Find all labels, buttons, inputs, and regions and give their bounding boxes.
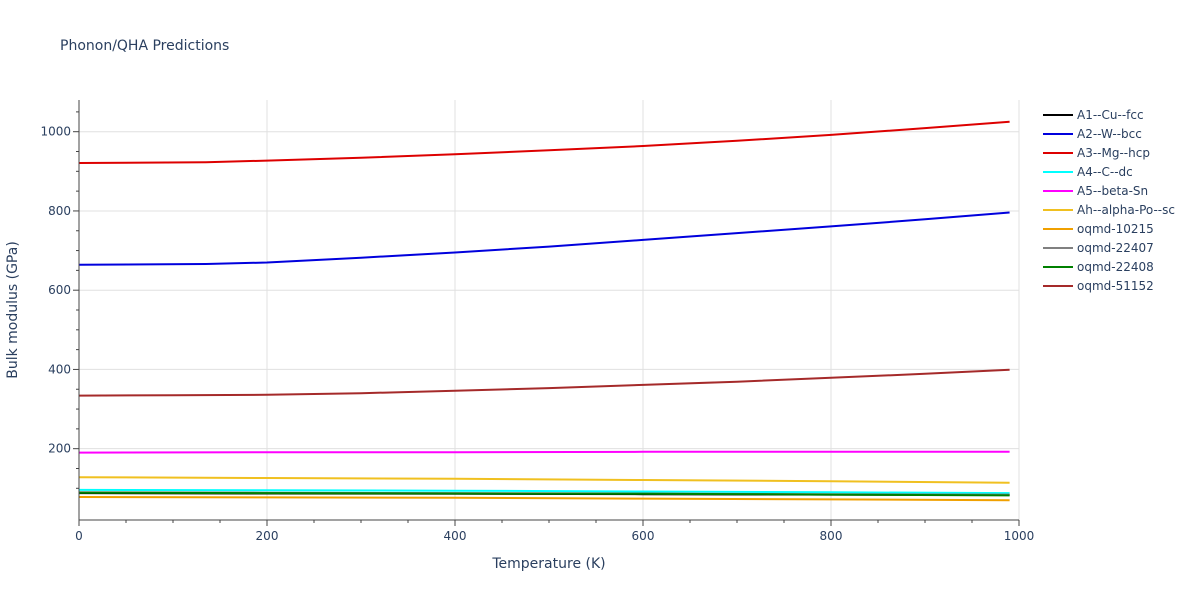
x-tick-label: 0 <box>75 529 83 543</box>
x-axis-title: Temperature (K) <box>491 556 605 572</box>
y-tick-label: 600 <box>48 283 71 297</box>
legend-entry: Ah--alpha-Po--sc <box>1077 203 1175 217</box>
series-layer <box>78 120 1010 502</box>
series-line-A5--beta-Sn <box>78 450 1010 454</box>
legend-entry: oqmd-51152 <box>1077 279 1154 293</box>
x-tick-label: 1000 <box>1004 529 1035 543</box>
x-tick-label: 600 <box>632 529 655 543</box>
axes <box>78 100 1019 521</box>
chart-title: Phonon/QHA Predictions <box>60 38 229 54</box>
series-line-A3--Mg--hcp <box>78 120 1010 164</box>
series-line-Ah--alpha-Po--sc <box>78 476 1010 484</box>
series-line-oqmd-51152 <box>78 368 1010 397</box>
tick-labels: 0 200 400 600 800 1000 200 400 600 800 1000 <box>40 111 1035 543</box>
legend-entry: A1--Cu--fcc <box>1077 108 1144 122</box>
legend-entry: A4--C--dc <box>1077 165 1133 179</box>
legend-entry: A5--beta-Sn <box>1077 184 1148 198</box>
series-line-oqmd-10215 <box>78 496 1010 502</box>
legend-entry: oqmd-10215 <box>1077 222 1154 236</box>
x-tick-label: 200 <box>256 529 279 543</box>
legend-entry: oqmd-22408 <box>1077 260 1154 274</box>
gridlines <box>79 100 1020 520</box>
legend-entry: A3--Mg--hcp <box>1077 146 1150 160</box>
y-tick-label: 800 <box>48 204 71 218</box>
legend: A1--Cu--fcc A2--W--bcc A3--Mg--hcp A4--C--d… <box>1043 108 1175 293</box>
y-tick-label: 1000 <box>40 125 71 139</box>
x-tick-label: 400 <box>444 529 467 543</box>
series-line-A2--W--bcc <box>78 211 1010 266</box>
x-tick-label: 800 <box>820 529 843 543</box>
series-line-A4--C--dc <box>78 488 1010 495</box>
y-tick-label: 200 <box>48 442 71 456</box>
series-line-oqmd-22408 <box>78 491 1010 497</box>
legend-entry: A2--W--bcc <box>1077 127 1142 141</box>
legend-entry: oqmd-22407 <box>1077 241 1154 255</box>
y-axis-title: Bulk modulus (GPa) <box>5 241 21 379</box>
y-tick-label: 400 <box>48 362 71 376</box>
